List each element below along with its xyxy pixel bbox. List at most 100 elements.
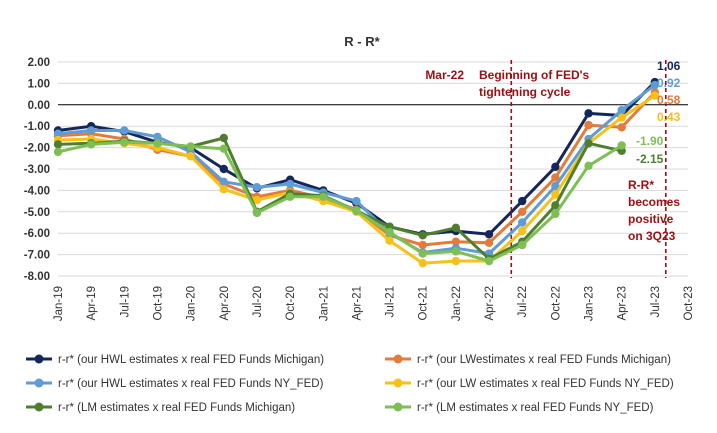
end-labels: 1.06 0.92 0.58 0.43 -1.90 -2.15 bbox=[636, 59, 681, 166]
series-point-1 bbox=[518, 196, 527, 206]
legend-entry: r-r* (our HWL estimates x real FED Funds… bbox=[58, 354, 324, 366]
y-tick-label: -3.00 bbox=[24, 164, 50, 176]
series-point-6 bbox=[319, 192, 328, 202]
series-point-6 bbox=[518, 240, 527, 250]
series-point-3 bbox=[285, 179, 295, 189]
end-label: 0.58 bbox=[657, 93, 681, 107]
legend-entry: r-r* (LM estimates x real FED Funds NY_F… bbox=[417, 402, 654, 414]
x-tick-label: Oct-22 bbox=[550, 286, 562, 321]
series-point-3 bbox=[352, 196, 361, 206]
series-point-3 bbox=[551, 181, 560, 191]
x-tick-label: Jul-23 bbox=[650, 286, 662, 317]
series-point-2 bbox=[518, 207, 527, 216]
annotation-positive-line4: on 3Q23 bbox=[628, 229, 676, 243]
series-point-2 bbox=[584, 120, 593, 130]
grid bbox=[58, 61, 688, 277]
legend-entry: r-r* (our HWL estimates x real FED Funds… bbox=[58, 378, 324, 390]
axes: 2.00 1.00 0.00 -1.00 -2.00 -3.00 -4.00 -5.00 -6.… bbox=[24, 57, 695, 321]
series-point-5 bbox=[451, 223, 461, 233]
series-point-2 bbox=[484, 238, 494, 248]
series-point-6 bbox=[219, 144, 228, 153]
annotation-positive-line1: R-R* bbox=[628, 178, 654, 192]
series-point-3 bbox=[617, 105, 626, 115]
series-line-4 bbox=[57, 94, 656, 265]
x-tick-label: Jan-19 bbox=[53, 286, 65, 321]
series-point-4 bbox=[385, 236, 394, 245]
series-point-2 bbox=[617, 123, 626, 132]
y-tick-label: 2.00 bbox=[28, 57, 50, 69]
y-tick-label: 0.00 bbox=[28, 100, 50, 112]
series-point-4 bbox=[617, 113, 626, 122]
x-tick-label: Jan-22 bbox=[451, 286, 463, 321]
series-point-6 bbox=[285, 192, 295, 202]
series-point-1 bbox=[551, 162, 560, 172]
x-tick-label: Jan-20 bbox=[186, 286, 198, 321]
series-point-4 bbox=[219, 185, 228, 194]
y-tick-label: -5.00 bbox=[24, 207, 50, 219]
end-label: 1.06 bbox=[657, 59, 681, 73]
y-tick-label: -7.00 bbox=[24, 250, 50, 262]
legend-swatch-marker bbox=[34, 378, 44, 388]
annotation-mar22: Mar-22 bbox=[425, 68, 464, 82]
y-tick-label: -6.00 bbox=[24, 228, 50, 240]
x-tick-label: Oct-21 bbox=[418, 286, 430, 321]
series-point-4 bbox=[551, 190, 560, 199]
series-point-6 bbox=[86, 140, 96, 149]
legend-swatch-marker bbox=[393, 354, 403, 364]
series-point-6 bbox=[153, 139, 162, 148]
legend-swatch-marker bbox=[34, 354, 44, 364]
series-point-6 bbox=[451, 247, 461, 256]
annotation-positive-line3: positive bbox=[628, 212, 674, 226]
series-point-3 bbox=[153, 132, 162, 142]
series-point-6 bbox=[551, 209, 560, 219]
series-point-6 bbox=[385, 227, 394, 237]
legend-swatch-marker bbox=[34, 402, 44, 412]
x-tick-label: Jul-22 bbox=[517, 286, 529, 317]
legend-entry: r-r* (our LWestimates x real FED Funds M… bbox=[417, 354, 671, 366]
annotation-beginning-line2: tightening cycle bbox=[479, 85, 571, 99]
x-tick-label: Jul-19 bbox=[119, 286, 131, 317]
x-tick-label: Apr-19 bbox=[86, 286, 98, 321]
legend: r-r* (our HWL estimates x real FED Funds… bbox=[26, 354, 674, 414]
annotation-beginning-line1: Beginning of FED's bbox=[479, 68, 590, 82]
x-tick-label: Oct-20 bbox=[285, 286, 297, 321]
y-tick-label: -8.00 bbox=[24, 271, 50, 283]
end-label: 0.92 bbox=[657, 76, 681, 90]
series-point-2 bbox=[418, 240, 427, 250]
series-lines bbox=[53, 77, 660, 268]
series-point-3 bbox=[53, 129, 63, 138]
series-point-4 bbox=[252, 195, 262, 205]
series-point-6 bbox=[418, 249, 427, 258]
series-point-5 bbox=[551, 201, 560, 210]
series-point-4 bbox=[518, 226, 527, 236]
end-label: 0.43 bbox=[657, 110, 681, 124]
annotation-positive-line2: becomes bbox=[628, 195, 680, 209]
annotation-lines bbox=[510, 60, 667, 278]
series-point-6 bbox=[120, 138, 129, 147]
y-tick-label: 1.00 bbox=[28, 78, 50, 90]
series-point-3 bbox=[518, 218, 527, 227]
legend-swatch-marker bbox=[393, 378, 403, 388]
y-tick-label: -2.00 bbox=[24, 143, 50, 155]
series-point-6 bbox=[584, 161, 593, 170]
y-tick-label: -1.00 bbox=[24, 121, 50, 133]
series-point-5 bbox=[219, 133, 228, 143]
y-tick-label: -4.00 bbox=[24, 185, 50, 197]
series-point-2 bbox=[451, 237, 461, 246]
series-point-1 bbox=[584, 109, 593, 118]
x-tick-label: Apr-22 bbox=[484, 286, 496, 321]
x-tick-label: Apr-20 bbox=[219, 286, 231, 321]
series-point-3 bbox=[252, 182, 262, 192]
series-point-1 bbox=[484, 230, 494, 239]
x-tick-label: Apr-21 bbox=[351, 286, 363, 321]
chart-title: R - R* bbox=[344, 34, 380, 49]
series-point-4 bbox=[451, 256, 461, 266]
series-point-6 bbox=[186, 142, 195, 151]
series-point-5 bbox=[418, 231, 427, 240]
series-point-4 bbox=[418, 258, 427, 268]
legend-entry: r-r* (LM estimates x real FED Funds Mich… bbox=[58, 402, 295, 414]
series-point-4 bbox=[650, 91, 660, 100]
series-point-4 bbox=[186, 151, 195, 161]
